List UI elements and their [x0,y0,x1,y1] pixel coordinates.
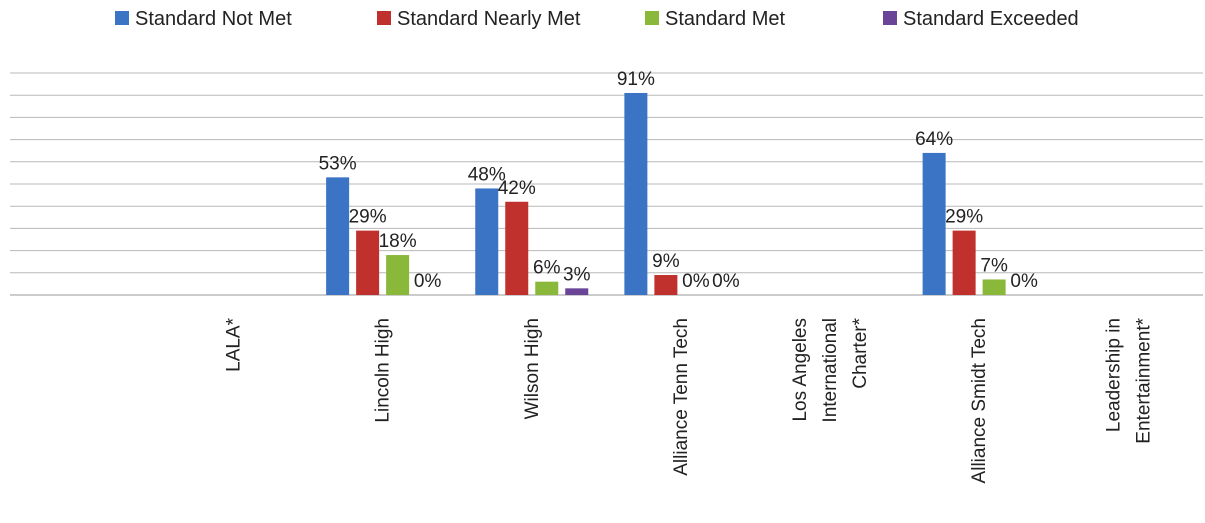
bar-standard-exceeded-wilson-high [565,288,589,295]
legend-swatch [377,11,391,25]
legend-item-standard-nearly-met: Standard Nearly Met [377,8,581,30]
category-label-alliance-tenn-tech: Alliance Tenn Tech [671,318,692,476]
data-label: 9% [652,251,680,272]
data-label: 64% [915,129,953,150]
bar-standard-met-wilson-high [535,281,559,295]
category-label-wilson-high: Wilson High [522,318,543,419]
bar-standard-not-met-alliance-smidt-tech [922,152,946,295]
category-label-line: Charter* [850,317,871,388]
data-label: 18% [379,231,417,252]
bar-standard-not-met-wilson-high [475,188,499,295]
bar-standard-met-alliance-smidt-tech [982,279,1006,295]
category-labels: LALA* Lincoln High Wilson High Alliance Ten… [224,317,1155,483]
category-label-line: Lincoln High [373,318,394,423]
category-label-line: Los Angeles [790,318,811,422]
bars [326,92,1006,295]
category-label-line: Leadership in [1103,318,1124,432]
category-label-lincoln-high: Lincoln High [373,318,394,423]
legend-swatch [645,11,659,25]
bar-standard-nearly-met-wilson-high [505,201,529,295]
bar-standard-nearly-met-alliance-smidt-tech [952,230,976,295]
legend: Standard Not Met Standard Nearly Met Stand… [115,8,1079,30]
category-label-line: International [820,318,841,423]
category-label-line: Alliance Smidt Tech [969,318,990,483]
category-label-line: Entertainment* [1133,317,1154,443]
data-label: 0% [712,271,740,292]
bar-standard-met-lincoln-high [386,255,410,295]
category-label-los-angeles-international-charter: Los Angeles International Charter* [790,317,871,422]
category-label-line: LALA* [224,317,245,371]
legend-swatch [883,11,897,25]
category-label-lala: LALA* [224,317,245,371]
legend-label: Standard Exceeded [903,8,1079,30]
data-label: 0% [682,271,710,292]
data-label: 42% [498,178,536,199]
bar-standard-not-met-alliance-tenn-tech [624,92,648,295]
data-label: 7% [980,255,1008,276]
data-label: 91% [617,69,655,90]
bar-standard-nearly-met-lincoln-high [356,230,380,295]
legend-label: Standard Nearly Met [397,8,581,30]
category-label-alliance-smidt-tech: Alliance Smidt Tech [969,318,990,483]
data-label: 29% [945,207,983,228]
category-label-leadership-in-entertainment: Leadership in Entertainment* [1103,317,1154,443]
data-label: 0% [1010,271,1038,292]
category-label-line: Alliance Tenn Tech [671,318,692,476]
bar-standard-not-met-lincoln-high [326,177,350,295]
data-label: 53% [319,153,357,174]
legend-item-standard-not-met: Standard Not Met [115,8,292,30]
legend-label: Standard Not Met [135,8,292,30]
data-labels: 53%29%18%0%48%42%6% 3%91%9%0% 0%64%29%7%0%… [319,69,1038,292]
category-label-line: Wilson High [522,318,543,419]
bar-standard-nearly-met-alliance-tenn-tech [654,275,678,295]
legend-item-standard-met: Standard Met [645,8,786,30]
data-label: 0% [414,271,442,292]
legend-item-standard-exceeded: Standard Exceeded [883,8,1079,30]
data-label: 3% [563,264,591,285]
data-label: 48% [468,164,506,185]
data-label: 6% [533,258,561,279]
legend-label: Standard Met [665,8,786,30]
gridlines [10,72,1203,296]
data-label: 29% [349,207,387,228]
legend-swatch [115,11,129,25]
